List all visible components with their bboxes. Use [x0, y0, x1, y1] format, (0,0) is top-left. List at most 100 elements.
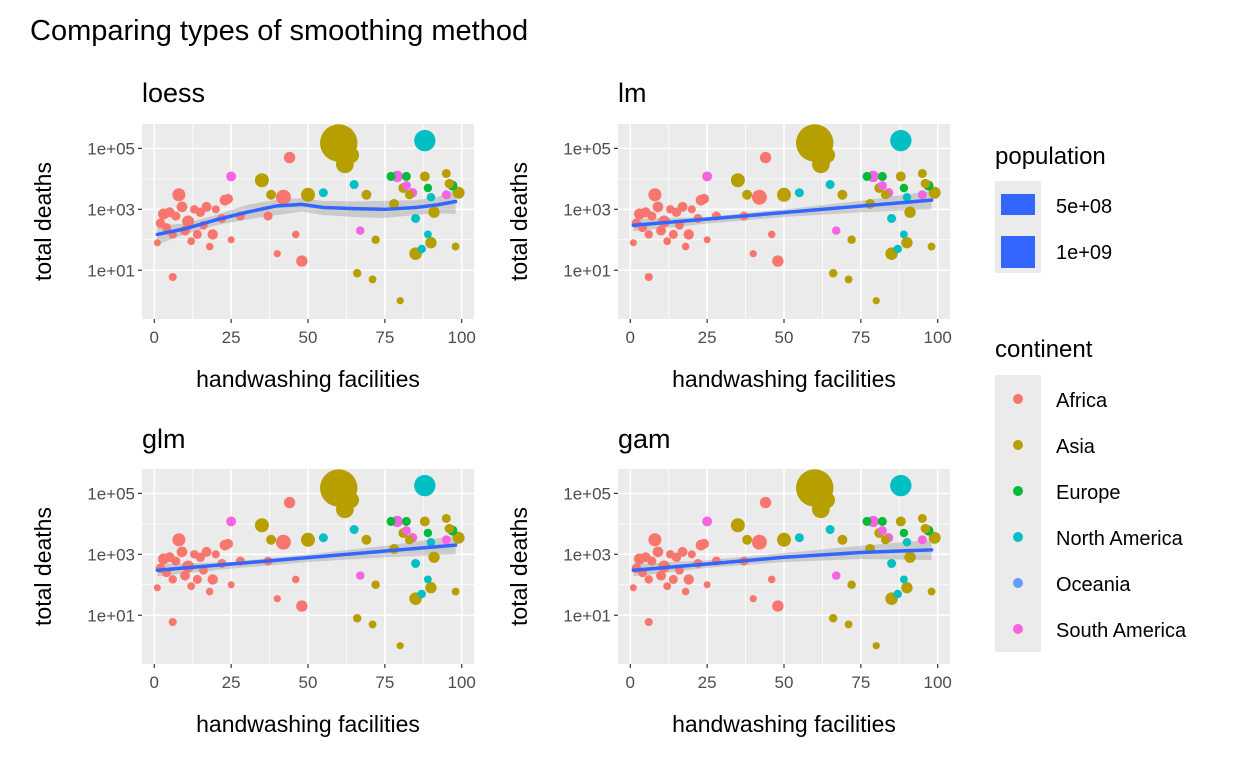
data-point	[428, 206, 440, 218]
data-point	[419, 516, 430, 527]
data-point	[414, 129, 436, 152]
data-point	[343, 492, 360, 509]
data-point	[419, 171, 430, 182]
data-point	[441, 513, 451, 523]
data-point	[254, 173, 269, 188]
data-point	[223, 538, 234, 549]
panel-title: loess	[142, 78, 205, 108]
data-point	[207, 574, 218, 585]
data-point	[893, 244, 902, 254]
data-point	[356, 571, 365, 580]
data-point	[899, 183, 909, 193]
data-point	[890, 474, 912, 497]
legend-key-dot	[1013, 532, 1023, 542]
data-point	[301, 532, 315, 547]
data-point	[168, 575, 177, 584]
data-point	[171, 211, 181, 221]
data-point	[683, 229, 694, 240]
x-axis-title: handwashing facilities	[672, 711, 896, 737]
smooth-curve	[155, 543, 458, 572]
legend-continent-keys	[1013, 394, 1023, 634]
data-point	[872, 297, 880, 305]
data-point	[904, 551, 916, 563]
data-point	[927, 587, 936, 596]
panel-title: glm	[142, 424, 186, 454]
data-point	[361, 189, 372, 200]
x-tick-label: 25	[222, 673, 241, 692]
data-point	[749, 250, 757, 258]
legend-key-background	[995, 375, 1041, 652]
y-tick-label: 1e+05	[563, 484, 611, 503]
x-tick-label: 0	[626, 673, 635, 692]
x-axis-title: handwashing facilities	[196, 711, 420, 737]
data-point	[368, 620, 377, 629]
data-point	[283, 496, 296, 509]
data-point	[226, 171, 237, 182]
data-point	[389, 198, 400, 209]
data-point	[751, 534, 767, 550]
x-axis: 0 25 50 75 100	[626, 319, 952, 347]
data-point	[275, 534, 291, 550]
x-axis-title: handwashing facilities	[196, 366, 420, 392]
data-point	[648, 533, 662, 547]
data-point	[352, 613, 362, 623]
data-point	[396, 297, 404, 305]
smooth-line	[631, 548, 934, 572]
y-tick-label: 1e+01	[87, 261, 135, 280]
data-point	[893, 589, 902, 599]
data-point	[162, 223, 172, 233]
data-point	[368, 275, 377, 284]
data-point	[187, 582, 196, 591]
data-point	[656, 570, 667, 581]
y-tick-label: 1e+05	[87, 484, 135, 503]
data-point	[832, 571, 841, 580]
data-point	[318, 188, 328, 198]
x-tick-label: 0	[150, 328, 159, 347]
data-point	[687, 205, 696, 214]
x-tick-label: 100	[448, 673, 476, 692]
data-point	[423, 230, 432, 239]
data-point	[266, 534, 277, 545]
data-point	[794, 533, 804, 543]
data-point	[917, 190, 927, 200]
data-point	[899, 575, 908, 584]
x-tick-label: 50	[775, 328, 794, 347]
x-tick-label: 75	[851, 673, 870, 692]
legend-population-title: population	[995, 143, 1106, 170]
data-point	[880, 190, 890, 200]
data-point	[401, 526, 411, 536]
data-point	[777, 532, 791, 547]
data-point	[666, 205, 675, 214]
data-point	[629, 584, 637, 592]
legend-key-1e+09	[1001, 236, 1035, 268]
data-point	[794, 188, 804, 198]
legend-population: population 5e+08 1e+09	[995, 143, 1112, 273]
x-axis-title: handwashing facilities	[672, 366, 896, 392]
data-point	[819, 492, 836, 509]
data-point	[352, 268, 362, 278]
x-tick-label: 25	[222, 328, 241, 347]
data-point	[730, 518, 745, 533]
data-point	[668, 229, 678, 239]
data-point	[343, 147, 360, 164]
data-point	[699, 538, 710, 549]
data-point	[361, 534, 372, 545]
panel-title: gam	[618, 424, 671, 454]
y-tick-label: 1e+01	[87, 606, 135, 625]
data-points	[153, 469, 465, 650]
data-point	[702, 516, 713, 527]
data-point	[275, 189, 291, 205]
data-point	[349, 180, 359, 190]
x-tick-label: 0	[150, 673, 159, 692]
data-point	[168, 617, 177, 627]
y-tick-label: 1e+05	[87, 139, 135, 158]
data-point	[318, 533, 328, 543]
data-point	[702, 171, 713, 182]
data-point	[425, 582, 437, 594]
data-point	[759, 496, 772, 509]
legend-continent: continent Africa Asia Europe North Ameri…	[995, 336, 1187, 652]
data-point	[205, 242, 214, 251]
data-point	[902, 192, 912, 202]
data-point	[844, 275, 853, 284]
confidence-ribbon	[157, 189, 456, 245]
